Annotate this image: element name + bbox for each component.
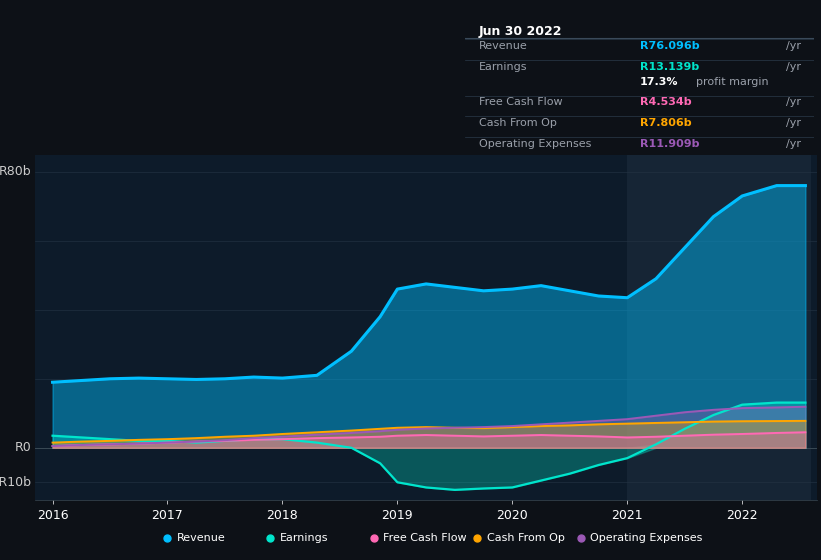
- Text: R7.806b: R7.806b: [640, 118, 691, 128]
- Text: Earnings: Earnings: [479, 62, 527, 72]
- Text: /yr: /yr: [787, 41, 801, 50]
- Text: R0: R0: [15, 441, 31, 454]
- Text: R11.909b: R11.909b: [640, 139, 699, 149]
- Text: profit margin: profit margin: [695, 77, 768, 87]
- Text: R80b: R80b: [0, 165, 31, 178]
- Text: Operating Expenses: Operating Expenses: [479, 139, 591, 149]
- Text: 17.3%: 17.3%: [640, 77, 678, 87]
- Text: Operating Expenses: Operating Expenses: [590, 533, 703, 543]
- Bar: [627, 155, 811, 500]
- Text: Free Cash Flow: Free Cash Flow: [383, 533, 467, 543]
- Text: Cash From Op: Cash From Op: [479, 118, 557, 128]
- Text: R76.096b: R76.096b: [640, 41, 699, 50]
- Text: Cash From Op: Cash From Op: [487, 533, 565, 543]
- Text: /yr: /yr: [787, 139, 801, 149]
- Text: Earnings: Earnings: [280, 533, 328, 543]
- Text: R4.534b: R4.534b: [640, 97, 691, 107]
- Text: Jun 30 2022: Jun 30 2022: [479, 25, 562, 39]
- Text: /yr: /yr: [787, 62, 801, 72]
- Text: Free Cash Flow: Free Cash Flow: [479, 97, 562, 107]
- Text: /yr: /yr: [787, 97, 801, 107]
- Text: -R10b: -R10b: [0, 476, 31, 489]
- Text: Revenue: Revenue: [479, 41, 527, 50]
- Text: R13.139b: R13.139b: [640, 62, 699, 72]
- Text: Revenue: Revenue: [177, 533, 225, 543]
- Text: /yr: /yr: [787, 118, 801, 128]
